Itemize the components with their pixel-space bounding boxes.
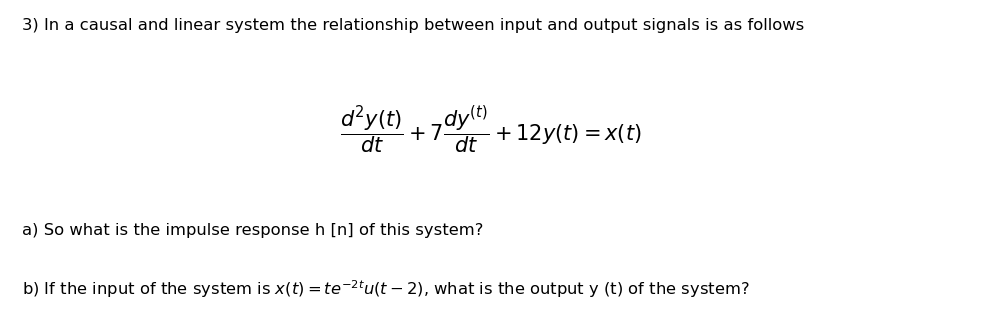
Text: b) If the input of the system is $x(t) = te^{-2t}u(t-2)$, what is the output y (: b) If the input of the system is $x(t) =… [22,279,749,301]
Text: $\dfrac{d^2y(t)}{dt} + 7\dfrac{dy^{(t)}}{dt} + 12y(t) = x(t)$: $\dfrac{d^2y(t)}{dt} + 7\dfrac{dy^{(t)}}… [339,105,642,156]
Text: a) So what is the impulse response h [n] of this system?: a) So what is the impulse response h [n]… [22,223,483,238]
Text: 3) In a causal and linear system the relationship between input and output signa: 3) In a causal and linear system the rel… [22,18,803,33]
